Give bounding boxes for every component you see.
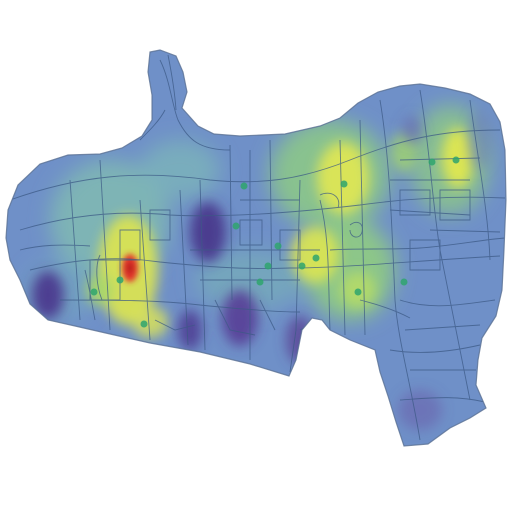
- sample-point: [90, 288, 98, 296]
- sample-point: [264, 262, 272, 270]
- hotspot-south-central: [132, 306, 168, 338]
- street-network: [9, 54, 506, 441]
- sample-point: [274, 242, 282, 250]
- sample-point: [116, 276, 124, 284]
- hotspot-center-north: [317, 142, 369, 214]
- sample-point: [340, 180, 348, 188]
- sample-point: [256, 278, 264, 286]
- sample-point: [452, 156, 460, 164]
- coldspot-west-cluster: [32, 271, 64, 319]
- sample-point: [298, 262, 306, 270]
- coldspot-central-dark: [190, 202, 226, 262]
- heat-peak: [122, 254, 138, 282]
- coldspot-south-dark-2: [178, 310, 202, 350]
- heatmap-layer: [9, 54, 506, 441]
- sample-point: [312, 254, 320, 262]
- heat-coldspots: [32, 110, 492, 430]
- sample-point: [428, 158, 436, 166]
- sample-point: [140, 320, 148, 328]
- sample-point: [240, 182, 248, 190]
- region-boundary: [5, 49, 507, 447]
- sample-point: [354, 288, 362, 296]
- sample-point: [232, 222, 240, 230]
- coldspot-south-dark-1: [222, 290, 258, 346]
- sample-point: [400, 278, 408, 286]
- sample-points: [90, 156, 460, 328]
